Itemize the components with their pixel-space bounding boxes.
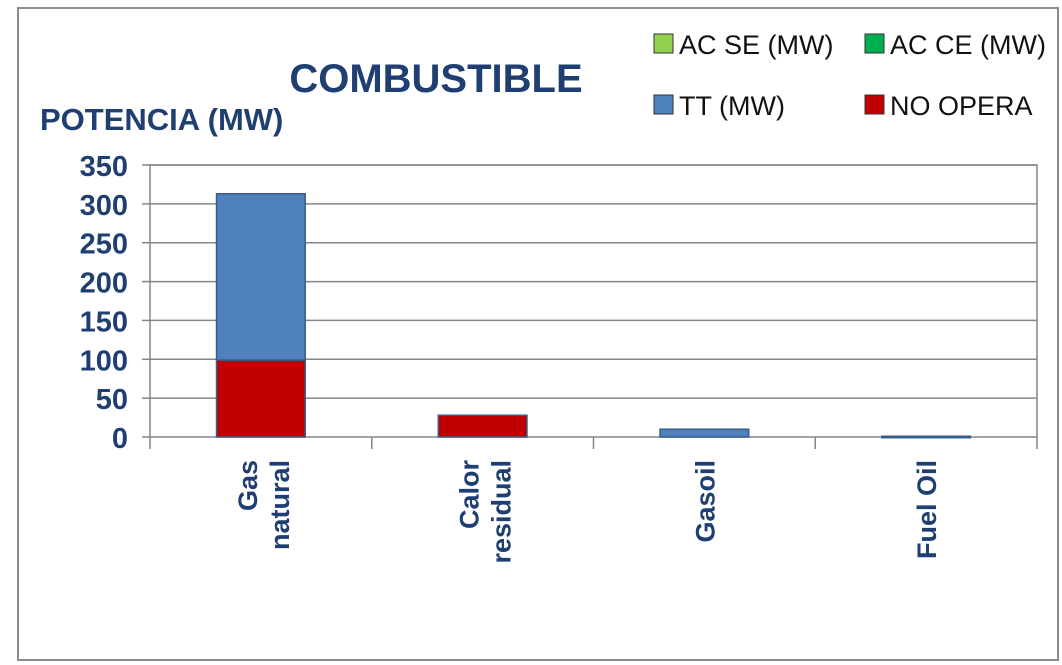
- y-axis-label: POTENCIA (MW): [40, 102, 283, 137]
- y-tick-label: 350: [80, 151, 128, 183]
- y-tick-label: 200: [80, 268, 128, 300]
- plot-area: 0 50 100 150 200 250 300 350 Gasnatural Calorresi…: [80, 151, 1038, 564]
- x-tick-label: Gasoil: [690, 460, 720, 543]
- x-tick-label: Gasnatural: [233, 460, 295, 550]
- bar-segment: [659, 428, 750, 438]
- y-tick-label: 100: [80, 345, 128, 377]
- legend-entry: AC CE (MW): [890, 30, 1046, 60]
- x-tick-label: Calorresidual: [455, 460, 517, 564]
- legend-entry: TT (MW): [679, 91, 785, 121]
- legend-entry: NO OPERA: [890, 91, 1033, 121]
- legend-swatch: [864, 33, 885, 54]
- y-tick-label: 300: [80, 190, 128, 222]
- bar-segment: [437, 414, 528, 438]
- legend-swatch: [653, 33, 674, 54]
- bar-segment: [215, 193, 306, 361]
- bar-segment: [215, 359, 306, 438]
- legend: AC SE (MW) AC CE (MW) TT (MW) NO OPERA: [653, 30, 1046, 121]
- chart-title: COMBUSTIBLE: [289, 57, 582, 101]
- chart-frame: [17, 7, 1059, 661]
- y-tick-label: 250: [80, 229, 128, 261]
- y-tick-label: 50: [96, 384, 128, 416]
- x-tick-label: Fuel Oil: [912, 460, 942, 559]
- legend-swatch: [864, 94, 885, 115]
- bar-segment: [881, 435, 972, 439]
- legend-entry: AC SE (MW): [679, 30, 834, 60]
- y-tick-label: 150: [80, 306, 128, 338]
- y-tick-label: 0: [112, 423, 128, 455]
- legend-swatch: [653, 94, 674, 115]
